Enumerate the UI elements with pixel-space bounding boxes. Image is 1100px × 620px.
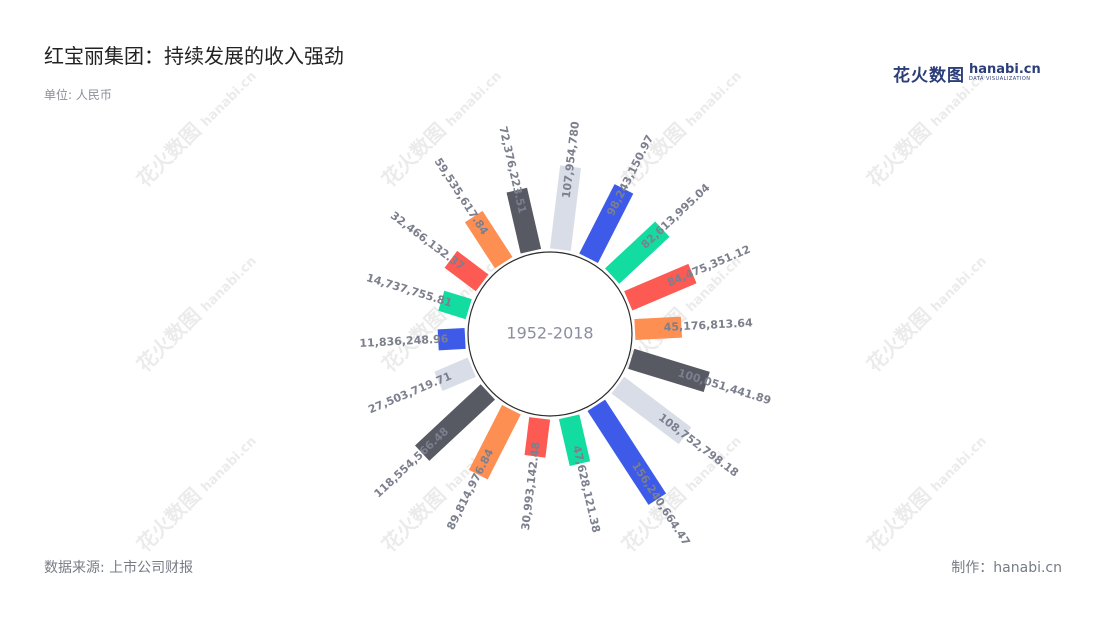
bar xyxy=(414,384,495,461)
watermark-text-cn: 花火数图 xyxy=(377,483,451,557)
value-label: 32,466,132.37 xyxy=(388,209,467,273)
watermark-text-en: hanabi.cn xyxy=(928,434,989,495)
watermark-text-en: hanabi.cn xyxy=(928,69,989,130)
watermark-text-en: hanabi.cn xyxy=(443,69,504,130)
bar xyxy=(468,404,521,480)
bar-group xyxy=(414,165,710,505)
bar xyxy=(506,187,542,254)
logo-text-cn: 花火数图 xyxy=(893,65,965,86)
watermark-text-en: hanabi.cn xyxy=(198,434,259,495)
bar xyxy=(558,414,591,466)
bar xyxy=(464,210,513,269)
watermark-text-cn: 花火数图 xyxy=(132,483,206,557)
value-label: 107,954,780 xyxy=(560,120,582,199)
value-label: 82,613,995.04 xyxy=(639,181,713,251)
maker-credit: 制作：hanabi.cn xyxy=(951,560,1062,576)
value-label: 59,535,617.84 xyxy=(432,156,492,238)
bar xyxy=(634,316,682,341)
center-circle xyxy=(467,251,633,417)
watermark-text-en: hanabi.cn xyxy=(198,254,259,315)
value-label: 11,836,248.96 xyxy=(359,332,449,350)
value-label: 14,737,755.81 xyxy=(365,271,454,309)
bar xyxy=(587,399,667,505)
bar xyxy=(434,357,476,392)
watermark-text-en: hanabi.cn xyxy=(928,254,989,315)
watermark-text-cn: 花火数图 xyxy=(862,483,936,557)
value-label: 47,628,121.38 xyxy=(570,444,603,534)
bar xyxy=(624,263,697,311)
bar xyxy=(444,250,489,292)
value-label: 45,176,813.64 xyxy=(663,316,753,334)
watermark-text-cn: 花火数图 xyxy=(132,303,206,377)
chart-title: 红宝丽集团：持续发展的收入强劲 xyxy=(44,44,344,68)
value-label: 27,503,719.71 xyxy=(366,370,453,417)
center-label: 1952-2018 xyxy=(506,324,593,343)
bar xyxy=(579,184,634,264)
brand-logo: 花火数图 hanabi.cn DATA VISUALIZATION xyxy=(893,60,1041,86)
watermark-text-cn: 花火数图 xyxy=(132,118,206,192)
bar xyxy=(524,417,551,458)
logo-subtitle: DATA VISUALIZATION xyxy=(969,76,1031,82)
bar xyxy=(628,348,710,392)
watermark-text-cn: 花火数图 xyxy=(377,118,451,192)
bar xyxy=(438,290,472,320)
watermark-text-cn: 花火数图 xyxy=(862,118,936,192)
bar xyxy=(611,376,692,445)
data-source: 数据来源: 上市公司财报 xyxy=(44,560,194,576)
logo-text-en: hanabi.cn xyxy=(969,62,1041,77)
watermark-text-cn: 花火数图 xyxy=(862,303,936,377)
bar xyxy=(437,327,466,351)
value-label: 30,993,142.48 xyxy=(519,441,543,531)
watermark-text-en: hanabi.cn xyxy=(198,69,259,130)
unit-label: 单位: 人民币 xyxy=(44,88,112,102)
watermark-text-en: hanabi.cn xyxy=(683,69,744,130)
bar xyxy=(549,165,581,251)
bar xyxy=(605,221,670,284)
